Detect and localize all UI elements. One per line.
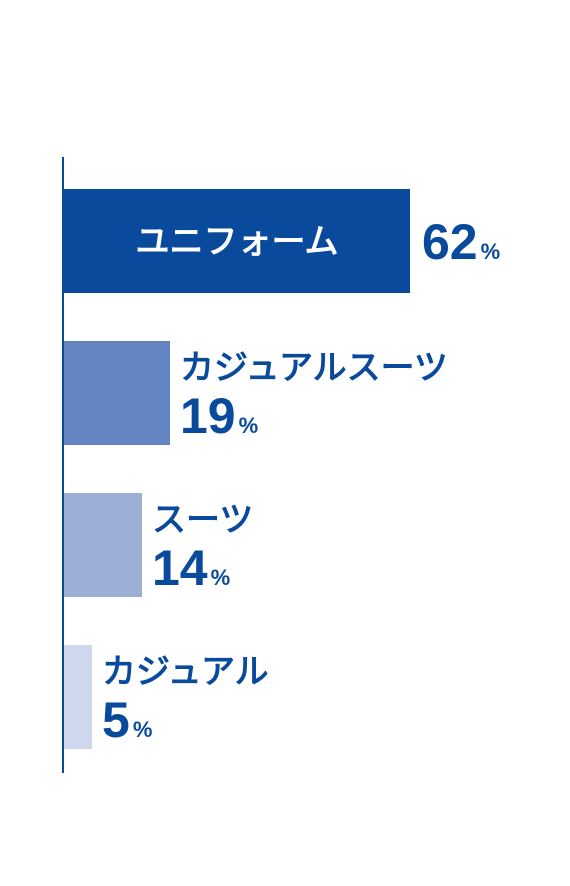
bar-4 [64, 645, 92, 749]
value-label-1: 62% [422, 214, 500, 270]
value-label-2: 19% [180, 388, 258, 444]
category-label-1: ユニフォーム [136, 222, 339, 262]
category-label-2: カジュアルスーツ [180, 348, 448, 388]
value-label-3: 14% [152, 540, 230, 596]
category-label-4: カジュアル [102, 652, 269, 692]
value-label-4: 5% [102, 692, 152, 748]
bar-3 [64, 493, 142, 597]
bar-1 [64, 189, 410, 293]
category-label-3: スーツ [152, 500, 253, 540]
bar-2 [64, 341, 170, 445]
